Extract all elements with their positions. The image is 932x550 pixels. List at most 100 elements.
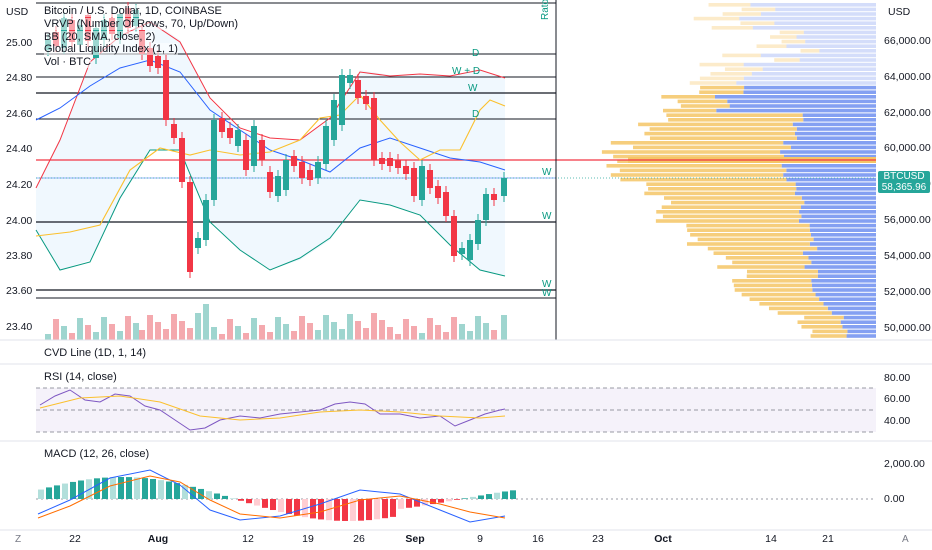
macd-histogram-bar bbox=[334, 499, 340, 521]
volume-profile-up-bar bbox=[699, 90, 744, 94]
volume-bar bbox=[299, 316, 305, 340]
legend-bb[interactable]: BB (20, SMA, close, 2) bbox=[44, 31, 156, 43]
candle-body bbox=[315, 162, 321, 178]
legend-vol[interactable]: Vol · BTC bbox=[44, 56, 92, 68]
volume-profile-down-bar bbox=[843, 315, 876, 320]
volume-profile-up-bar bbox=[770, 35, 797, 39]
candle-body bbox=[243, 140, 249, 170]
macd-line bbox=[37, 469, 506, 523]
macd-histogram-bar bbox=[198, 488, 204, 499]
volume-profile-up-bar bbox=[638, 122, 793, 127]
volume-profile-up-bar bbox=[732, 279, 812, 283]
volume-bar bbox=[61, 326, 67, 340]
macd-histogram-bar bbox=[134, 477, 140, 499]
level-tag: W + D bbox=[452, 66, 481, 77]
macd-histogram-bar bbox=[182, 484, 188, 499]
volume-profile-up-bar bbox=[779, 30, 804, 35]
macd-histogram-bar bbox=[262, 499, 268, 508]
volume-profile-up-bar bbox=[656, 210, 800, 214]
auto-scale-button[interactable]: A bbox=[902, 534, 909, 545]
volume-profile-up-bar bbox=[756, 44, 787, 48]
level-tag: W bbox=[542, 211, 552, 222]
legend-vrvp[interactable]: VRVP (Number Of Rows, 70, Up/Down) bbox=[44, 18, 238, 30]
macd-histogram-bar bbox=[150, 478, 156, 499]
candle-body bbox=[483, 194, 489, 220]
left-axis-currency: USD bbox=[6, 6, 29, 18]
level-tag: W bbox=[542, 167, 552, 178]
volume-profile-down-bar bbox=[809, 228, 876, 232]
time-axis-label: 9 bbox=[477, 533, 483, 545]
candle-body bbox=[163, 60, 169, 120]
volume-profile-up-bar bbox=[693, 16, 740, 21]
volume-profile-down-bar bbox=[792, 122, 876, 127]
vertical-line-label: Rato bbox=[540, 0, 551, 20]
macd-histogram-bar bbox=[438, 499, 444, 503]
last-price-tag: BTCUSD 58,365.96 19:34:47 bbox=[878, 171, 930, 204]
volume-profile-down-bar bbox=[736, 81, 876, 85]
volume-profile-down-bar bbox=[802, 251, 876, 255]
volume-bar bbox=[443, 332, 449, 340]
candle-body bbox=[195, 238, 201, 248]
time-axis-label: Oct bbox=[654, 533, 672, 545]
volume-bar bbox=[139, 330, 145, 340]
volume-bar bbox=[323, 315, 329, 340]
volume-bar bbox=[235, 326, 241, 340]
left-axis-tick: 24.80 bbox=[6, 72, 33, 84]
cvd-pane-title[interactable]: CVD Line (1D, 1, 14) bbox=[44, 347, 147, 359]
volume-profile-down-bar bbox=[790, 145, 876, 150]
volume-profile-up-bar bbox=[610, 173, 784, 177]
right-axis-currency[interactable]: USD bbox=[888, 6, 911, 18]
macd-histogram-bar bbox=[470, 496, 476, 499]
volume-bar bbox=[275, 317, 281, 340]
volume-profile-down-bar bbox=[796, 127, 876, 131]
volume-profile-up-bar bbox=[801, 325, 843, 329]
macd-histogram-bar bbox=[38, 489, 44, 499]
volume-profile-down-bar bbox=[819, 49, 876, 53]
volume-profile-up-bar bbox=[606, 164, 782, 168]
volume-profile-up-bar bbox=[686, 223, 810, 228]
macd-histogram-bar bbox=[310, 499, 316, 519]
volume-profile-up-bar bbox=[664, 196, 802, 200]
macd-histogram-bar bbox=[254, 499, 260, 506]
volume-profile-up-bar bbox=[619, 168, 787, 173]
level-tag: D bbox=[472, 109, 480, 120]
volume-profile-down-bar bbox=[847, 329, 876, 334]
macd-pane-title[interactable]: MACD (12, 26, close) bbox=[44, 448, 150, 460]
volume-bar bbox=[147, 315, 153, 340]
macd-histogram-bar bbox=[118, 477, 124, 499]
volume-profile-up-bar bbox=[781, 39, 806, 44]
volume-bar bbox=[155, 322, 161, 340]
volume-bar bbox=[501, 315, 507, 340]
volume-profile-down-bar bbox=[809, 242, 876, 246]
price-tag-price: 58,365.96 bbox=[881, 182, 927, 193]
macd-histogram-bar bbox=[382, 499, 388, 519]
volume-profile-up-bar bbox=[810, 334, 847, 338]
volume-bar bbox=[355, 321, 361, 340]
rsi-tick: 40.00 bbox=[884, 415, 911, 427]
legend-gli[interactable]: Global Liquidity Index (1, 1) bbox=[44, 43, 178, 55]
candle-body bbox=[379, 158, 385, 164]
volume-bar bbox=[435, 325, 441, 340]
volume-profile-down-bar bbox=[794, 191, 876, 196]
volume-profile-down-bar bbox=[786, 177, 876, 182]
rsi-ma-line bbox=[39, 395, 506, 421]
macd-histogram-bar bbox=[278, 499, 284, 513]
timezone-button[interactable]: Z bbox=[15, 534, 22, 545]
candle-body bbox=[443, 192, 449, 216]
legend-symbol[interactable]: Bitcoin / U.S. Dollar, 1D, COINBASE bbox=[44, 5, 222, 17]
volume-profile-down-bar bbox=[817, 246, 876, 251]
volume-profile-up-bar bbox=[725, 256, 809, 260]
volume-profile-up-bar bbox=[697, 237, 814, 242]
macd-histogram-bar bbox=[46, 487, 52, 499]
volume-profile-down-bar bbox=[796, 35, 876, 39]
macd-histogram-bar bbox=[414, 499, 420, 507]
macd-tick: 0.00 bbox=[884, 493, 905, 505]
rsi-pane-title[interactable]: RSI (14, close) bbox=[44, 371, 117, 383]
volume-profile-down-bar bbox=[801, 196, 876, 200]
volume-profile-down-bar bbox=[714, 95, 876, 99]
volume-bar bbox=[163, 329, 169, 340]
volume-profile-up-bar bbox=[800, 49, 820, 53]
volume-profile-down-bar bbox=[750, 3, 876, 7]
volume-profile-down-bar bbox=[812, 288, 876, 292]
